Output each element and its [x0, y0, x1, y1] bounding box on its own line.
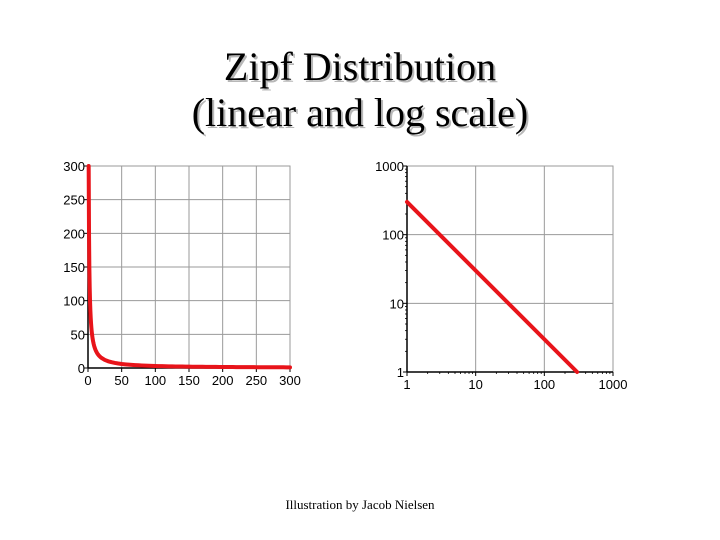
x-tick-label: 100 [533, 377, 555, 392]
y-tick-label: 0 [78, 361, 85, 376]
y-tick-label: 200 [63, 226, 85, 241]
linear-chart: 0 50 100 150 200 250 300 0 50 100 150 200 250 300 [63, 159, 301, 388]
y-tick-label: 250 [63, 193, 85, 208]
x-tick-label: 1000 [599, 377, 628, 392]
x-tick-label: 1 [403, 377, 410, 392]
y-tick-label: 150 [63, 260, 85, 275]
zipf-curve [86, 164, 292, 370]
slide-title: Zipf Distribution (linear and log scale) [0, 44, 720, 136]
y-tick-label: 1 [397, 365, 404, 380]
y-tick-label: 100 [63, 294, 85, 309]
x-tick-label: 100 [144, 373, 166, 388]
y-tick-label: 50 [71, 327, 85, 342]
x-tick-label: 0 [84, 373, 91, 388]
x-tick-label: 200 [212, 373, 234, 388]
y-tick-label: 300 [63, 159, 85, 174]
x-tick-label: 10 [468, 377, 482, 392]
title-line-1: Zipf Distribution [223, 44, 497, 89]
plot-area [406, 165, 614, 373]
y-tick-label: 10 [390, 296, 404, 311]
illustration-credit: Illustration by Jacob Nielsen [285, 497, 435, 512]
x-tick-label: 300 [279, 373, 301, 388]
x-tick-label: 250 [245, 373, 267, 388]
x-tick-label: 50 [114, 373, 128, 388]
y-tick-label: 1000 [375, 159, 404, 174]
zipf-curve [405, 199, 580, 374]
x-tick-label: 150 [178, 373, 200, 388]
title-line-2: (linear and log scale) [191, 90, 529, 135]
y-tick-label: 100 [382, 228, 404, 243]
log-chart: 1 10 100 1000 1 10 100 1000 [375, 159, 627, 392]
